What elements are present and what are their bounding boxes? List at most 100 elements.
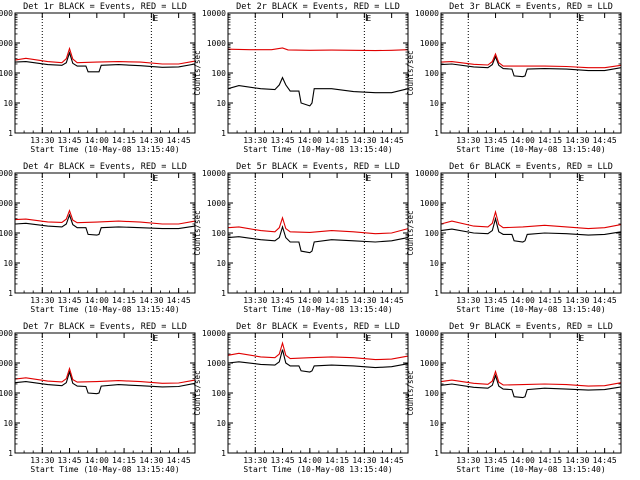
panel-title: Det 6r BLACK = Events, RED = LLD	[449, 162, 613, 172]
y-tick-label: 10000	[0, 169, 13, 178]
y-tick-label: 1	[434, 129, 439, 138]
x-tick-label: 13:45	[57, 456, 81, 465]
series-line-events	[227, 76, 409, 107]
x-tick-label: 14:30	[565, 296, 589, 305]
y-tick-label: 10000	[202, 169, 226, 178]
x-tick-label: 14:15	[325, 456, 349, 465]
x-tick-label: 14:15	[112, 136, 136, 145]
y-tick-label: 1000	[0, 199, 13, 208]
y-tick-label: 100	[0, 229, 13, 238]
y-tick-label: 10000	[0, 9, 13, 18]
x-tick-label: 14:00	[298, 296, 322, 305]
marker-label: E	[153, 334, 158, 343]
panel-det-5r: Det 5r BLACK = Events, RED = LLD E 1 10 100 1…	[193, 162, 409, 314]
x-tick-label: 14:15	[538, 136, 562, 145]
y-tick-label: 1	[8, 449, 13, 458]
panel-title: Det 9r BLACK = Events, RED = LLD	[449, 322, 613, 332]
y-tick-label: 10000	[415, 329, 439, 338]
x-tick-label: 14:45	[380, 136, 404, 145]
x-tick-label: 14:30	[352, 456, 376, 465]
x-tick-label: 13:30	[30, 456, 54, 465]
series-line-events	[227, 349, 409, 373]
x-axis-label: Start Time (10-May-08 13:15:40)	[243, 465, 392, 474]
panel-det-2r: Det 2r BLACK = Events, RED = LLD E 1 10 100 1…	[193, 2, 409, 154]
y-tick-label: 1	[221, 129, 226, 138]
panel-det-6r: Det 6r BLACK = Events, RED = LLD E 1 10 100 1…	[406, 162, 622, 314]
series-line-events	[227, 225, 409, 254]
marker-label: E	[366, 174, 371, 183]
x-axis-label: Start Time (10-May-08 13:15:40)	[456, 305, 605, 314]
x-axis-label: Start Time (10-May-08 13:15:40)	[30, 465, 179, 474]
marker-label: E	[366, 334, 371, 343]
series-line-lld	[14, 366, 196, 384]
x-tick-label: 14:00	[511, 296, 535, 305]
series-line-lld	[227, 47, 409, 52]
x-tick-label: 14:45	[380, 296, 404, 305]
series-line-lld	[227, 215, 409, 235]
x-tick-label: 14:45	[593, 296, 617, 305]
x-axis-label: Start Time (10-May-08 13:15:40)	[456, 145, 605, 154]
y-tick-label: 100	[0, 389, 13, 398]
x-tick-label: 14:45	[593, 136, 617, 145]
panel-det-9r: Det 9r BLACK = Events, RED = LLD E 1 10 100 1…	[406, 322, 622, 474]
x-tick-label: 14:30	[565, 136, 589, 145]
y-tick-label: 10	[429, 419, 439, 428]
marker-label: E	[366, 14, 371, 23]
y-tick-label: 10	[429, 99, 439, 108]
y-tick-label: 10	[216, 99, 226, 108]
x-tick-label: 13:45	[57, 296, 81, 305]
x-axis-label: Start Time (10-May-08 13:15:40)	[243, 145, 392, 154]
series-line-lld	[440, 369, 622, 387]
series-line-events	[440, 55, 622, 78]
y-axis-label: Counts/sec	[193, 50, 202, 95]
x-tick-label: 14:15	[538, 296, 562, 305]
x-tick-label: 13:30	[456, 296, 480, 305]
panel-title: Det 2r BLACK = Events, RED = LLD	[236, 2, 400, 12]
x-tick-label: 13:30	[30, 296, 54, 305]
y-axis-label: Counts/sec	[193, 210, 202, 255]
y-tick-label: 10000	[202, 9, 226, 18]
series-line-lld	[14, 46, 196, 65]
y-tick-label: 1	[434, 449, 439, 458]
panel-title: Det 3r BLACK = Events, RED = LLD	[449, 2, 613, 12]
y-tick-label: 10000	[415, 9, 439, 18]
y-tick-label: 1	[8, 129, 13, 138]
panel-title: Det 7r BLACK = Events, RED = LLD	[23, 322, 187, 332]
panel-grid: Det 1r BLACK = Events, RED = LLD E 1 10 100 1…	[0, 2, 622, 474]
marker-label: E	[579, 334, 584, 343]
x-tick-label: 14:30	[565, 456, 589, 465]
y-tick-label: 1000	[0, 359, 13, 368]
y-tick-label: 100	[425, 69, 440, 78]
y-tick-label: 10	[3, 259, 13, 268]
y-tick-label: 1	[221, 289, 226, 298]
y-axis-label: Counts/sec	[406, 50, 415, 95]
y-tick-label: 10	[3, 99, 13, 108]
x-tick-label: 14:00	[85, 296, 109, 305]
panel-title: Det 8r BLACK = Events, RED = LLD	[236, 322, 400, 332]
y-tick-label: 1000	[420, 359, 439, 368]
y-tick-label: 1000	[207, 359, 226, 368]
x-tick-label: 14:30	[139, 456, 163, 465]
y-tick-label: 10	[216, 259, 226, 268]
x-tick-label: 14:00	[85, 136, 109, 145]
marker-label: E	[153, 14, 158, 23]
x-tick-label: 14:45	[167, 296, 191, 305]
y-tick-label: 100	[212, 69, 227, 78]
x-tick-label: 14:15	[325, 296, 349, 305]
y-axis-label: Counts/sec	[406, 370, 415, 415]
panel-det-7r: Det 7r BLACK = Events, RED = LLD E 1 10 100 1…	[0, 322, 196, 474]
panel-det-1r: Det 1r BLACK = Events, RED = LLD E 1 10 100 1…	[0, 2, 196, 154]
x-tick-label: 14:15	[112, 296, 136, 305]
y-tick-label: 1000	[207, 199, 226, 208]
x-tick-label: 13:45	[270, 296, 294, 305]
y-axis-label: Counts/sec	[193, 370, 202, 415]
y-tick-label: 100	[0, 69, 13, 78]
x-axis-label: Start Time (10-May-08 13:15:40)	[243, 305, 392, 314]
y-tick-label: 10000	[0, 329, 13, 338]
x-tick-label: 13:45	[270, 136, 294, 145]
y-tick-label: 1000	[420, 199, 439, 208]
marker-label: E	[153, 174, 158, 183]
x-tick-label: 14:30	[139, 296, 163, 305]
